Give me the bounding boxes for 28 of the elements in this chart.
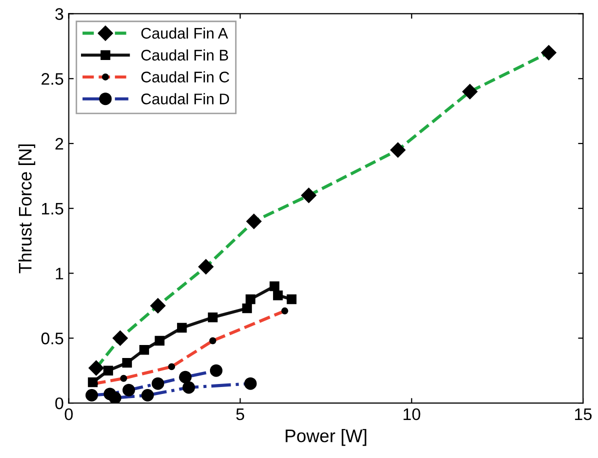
point xyxy=(139,344,150,355)
point xyxy=(154,336,164,346)
point xyxy=(286,294,296,304)
y-axis-title: Thrust Force [N] xyxy=(18,144,36,274)
legend-label: Caudal Fin B xyxy=(141,49,228,61)
point xyxy=(242,303,252,314)
y-tick-label: 2 xyxy=(55,138,64,150)
y-tick-label: 0.5 xyxy=(41,332,64,344)
x-axis-title: Power [W] xyxy=(286,428,366,446)
point xyxy=(273,290,283,300)
y-tick-label: 3 xyxy=(55,8,64,20)
y-tick-label: 1.5 xyxy=(42,202,64,215)
point xyxy=(246,294,256,304)
legend-label: Caudal Fin C xyxy=(141,71,230,82)
y-tick-label: 0 xyxy=(55,397,64,410)
x-tick-label: 5 xyxy=(236,408,244,420)
legend-label: Caudal Fin A xyxy=(141,27,228,39)
point xyxy=(103,366,114,376)
point xyxy=(177,322,187,333)
x-tick-label: 15 xyxy=(575,408,592,420)
legend-label: Caudal Fin D xyxy=(141,93,230,104)
point xyxy=(208,312,218,322)
x-tick-label: 10 xyxy=(404,408,420,420)
point xyxy=(122,358,132,368)
y-tick-label: 2.5 xyxy=(42,73,64,85)
point xyxy=(270,281,280,292)
x-tick-label: 0 xyxy=(64,408,73,420)
y-tick-label: 1 xyxy=(56,268,64,280)
